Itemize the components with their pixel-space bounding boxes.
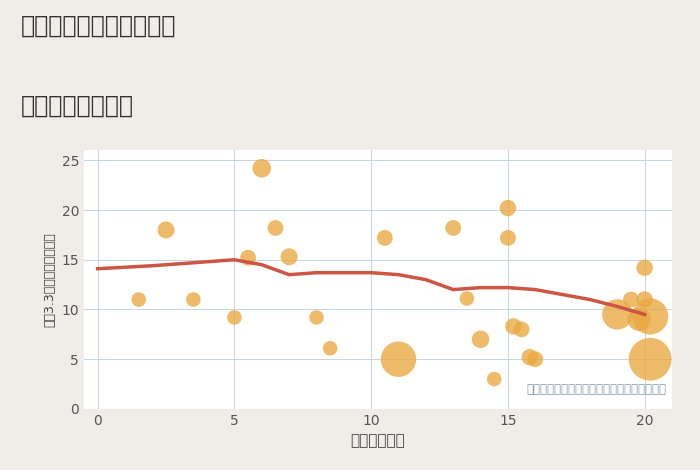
Point [160,226,172,234]
Point [503,204,514,212]
Point [645,355,656,363]
Point [503,234,514,242]
Point [508,322,519,330]
Point [516,326,527,333]
Point [256,164,267,172]
Point [133,296,144,303]
Point [229,313,240,321]
Y-axis label: 平（3.3㎡）単価（万円）: 平（3.3㎡）単価（万円） [43,232,56,327]
X-axis label: 駅距離（分）: 駅距離（分） [351,433,405,448]
Point [188,296,199,303]
Point [379,234,391,242]
Point [639,296,650,303]
Text: 円の大きさは、取引のあった物件面積を示す: 円の大きさは、取引のあった物件面積を示す [526,383,666,396]
Point [524,353,536,361]
Point [639,264,650,272]
Point [489,376,500,383]
Point [625,296,636,303]
Point [270,224,281,232]
Point [530,355,541,363]
Point [634,316,645,323]
Point [645,313,656,320]
Text: 兵庫県豊岡市日高町野の: 兵庫県豊岡市日高町野の [21,14,176,38]
Point [612,311,623,318]
Point [461,295,472,302]
Point [325,345,336,352]
Text: 駅距離別土地価格: 駅距離別土地価格 [21,94,134,118]
Point [475,336,486,343]
Point [311,313,322,321]
Point [242,254,253,261]
Point [393,355,404,363]
Point [284,253,295,260]
Point [447,224,458,232]
